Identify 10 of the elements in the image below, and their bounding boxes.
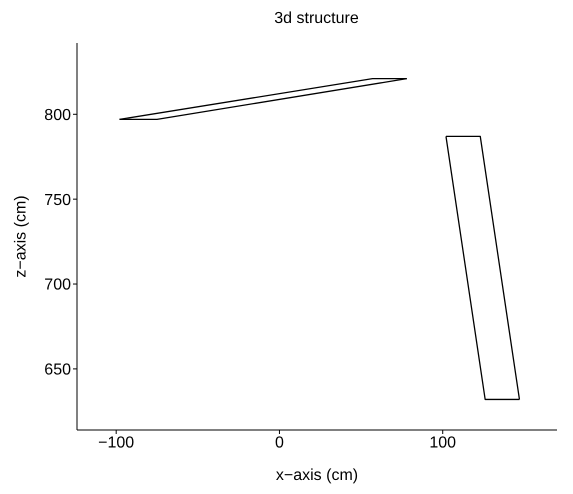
- y-tick-label: 800: [44, 106, 72, 124]
- y-tick-label: 750: [44, 192, 72, 209]
- x-axis-title: x−axis (cm): [276, 467, 358, 484]
- y-tick-label: 700: [44, 276, 72, 294]
- y-axis-title: z−axis (cm): [12, 195, 30, 278]
- x-tick-label: −100: [98, 434, 134, 452]
- chart-title: 3d structure: [273, 10, 360, 28]
- x-tick-label: 100: [429, 434, 456, 452]
- x-tick-label: 0: [274, 434, 284, 452]
- y-tick-label: 650: [44, 362, 72, 379]
